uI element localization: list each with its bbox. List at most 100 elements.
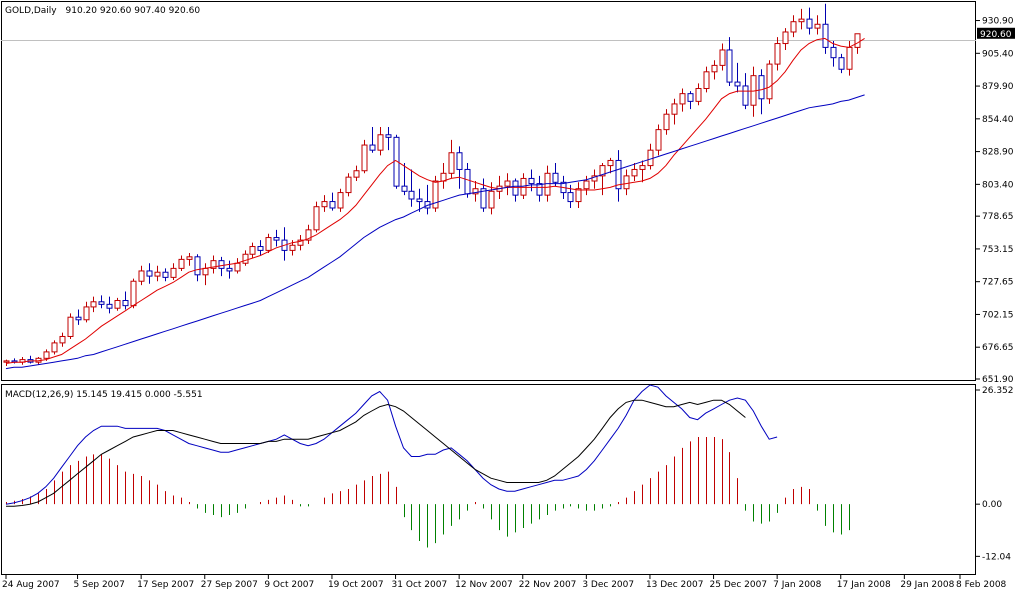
candle-body — [575, 188, 582, 203]
candle-body — [329, 201, 336, 209]
candle-body — [234, 262, 241, 272]
candle-body — [361, 144, 368, 172]
price-tick-label: 727.65 — [982, 278, 1014, 288]
candle-body — [416, 198, 423, 203]
candle-body — [647, 149, 654, 167]
candle-body — [822, 23, 829, 48]
candle-body — [639, 165, 646, 170]
candle-body — [353, 170, 360, 178]
candle-body — [703, 71, 710, 90]
macd-tick-label: 26.352 — [982, 386, 1014, 396]
time-axis: 24 Aug 2007 5 Sep 2007 17 Sep 2007 27 Sep 2… — [2, 575, 1007, 590]
candle-body — [774, 43, 781, 65]
candle-body — [43, 351, 50, 359]
candle-body — [687, 93, 694, 102]
macd-axis: 26.352 0.00 -12.04 — [976, 386, 1014, 562]
price-tick-label: 753.15 — [982, 245, 1014, 255]
candles — [3, 3, 861, 367]
candle-body — [615, 159, 622, 190]
candle-body — [90, 301, 97, 308]
candle-body — [432, 180, 439, 209]
candle-body — [520, 177, 527, 196]
candle-body — [766, 63, 773, 100]
candle-body — [472, 188, 479, 195]
candle-body — [265, 237, 272, 251]
candle-body — [218, 260, 225, 269]
candle-body — [567, 192, 574, 203]
candle-body — [655, 129, 662, 151]
candle-body — [249, 246, 256, 255]
candle-body — [345, 176, 352, 194]
time-tick-label: 13 Dec 2007 — [646, 580, 704, 590]
candle-body — [607, 159, 614, 167]
time-tick-label: 7 Jan 2008 — [773, 580, 821, 590]
candle-body — [186, 256, 193, 260]
candle-body — [377, 134, 384, 151]
candle-body — [273, 237, 280, 241]
time-tick-label: 29 Jan 2008 — [900, 580, 954, 590]
time-tick-label: 24 Aug 2007 — [2, 580, 60, 590]
time-tick-label: 17 Jan 2008 — [837, 580, 891, 590]
time-tick-label: 3 Dec 2007 — [582, 580, 634, 590]
candle-body — [98, 301, 105, 305]
candle-body — [289, 244, 296, 251]
candle-body — [528, 177, 535, 185]
candle-body — [790, 21, 797, 33]
time-tick-label: 22 Nov 2007 — [519, 580, 577, 590]
candle-body — [504, 180, 511, 187]
candle-body — [806, 18, 813, 29]
candle-body — [210, 260, 217, 269]
price-tick-label: 828.90 — [982, 148, 1014, 158]
candle-body — [162, 271, 169, 278]
candle-body — [734, 81, 741, 87]
candle-body — [679, 93, 686, 105]
candle-body — [742, 85, 749, 106]
moving-average-slow-line — [5, 94, 865, 370]
time-tick-label: 27 Sep 2007 — [201, 580, 258, 590]
symbol-title: GOLD,Daily — [5, 6, 57, 16]
time-tick-label: 19 Oct 2007 — [328, 580, 384, 590]
candle-body — [59, 335, 66, 344]
candle-body — [305, 229, 312, 241]
candle-body — [480, 188, 487, 209]
price-pane-title: GOLD,Daily 910.20 920.60 907.40 920.60 — [5, 6, 200, 16]
candle-body — [830, 46, 837, 59]
candle-body — [488, 190, 495, 209]
ohlc-readout: 910.20 920.60 907.40 920.60 — [66, 6, 201, 16]
candle-body — [408, 190, 415, 200]
macd-tick-label: 0.00 — [982, 500, 1002, 510]
macd-histogram — [6, 437, 850, 548]
candle-body — [671, 103, 678, 115]
time-tick-label: 25 Dec 2007 — [710, 580, 768, 590]
candle-body — [257, 246, 264, 251]
price-tick-label: 930.90 — [982, 17, 1014, 27]
candle-body — [130, 280, 137, 307]
candle-body — [464, 168, 471, 195]
candle-body — [297, 239, 304, 246]
candle-body — [695, 88, 702, 102]
time-tick-label: 31 Oct 2007 — [392, 580, 448, 590]
candle-body — [146, 270, 153, 277]
candle-body — [711, 64, 718, 73]
candle-body — [75, 316, 82, 321]
time-tick-label: 5 Sep 2007 — [74, 580, 125, 590]
candle-body — [83, 306, 90, 321]
candle-body — [178, 258, 185, 269]
macd-line — [5, 384, 778, 505]
candle-body — [456, 152, 463, 170]
candle-body — [202, 267, 209, 276]
candle-body — [114, 299, 121, 309]
last-price-tag — [977, 27, 1015, 39]
candle-body — [242, 253, 249, 264]
candle-body — [719, 49, 726, 66]
candle-body — [194, 256, 201, 276]
candle-body — [623, 175, 630, 190]
price-tick-label: 854.40 — [982, 115, 1014, 125]
candle-body — [854, 33, 861, 48]
price-tick-label: 676.65 — [982, 343, 1014, 353]
candle-body — [122, 299, 129, 307]
candle-body — [663, 113, 670, 131]
candle-body — [726, 49, 733, 83]
